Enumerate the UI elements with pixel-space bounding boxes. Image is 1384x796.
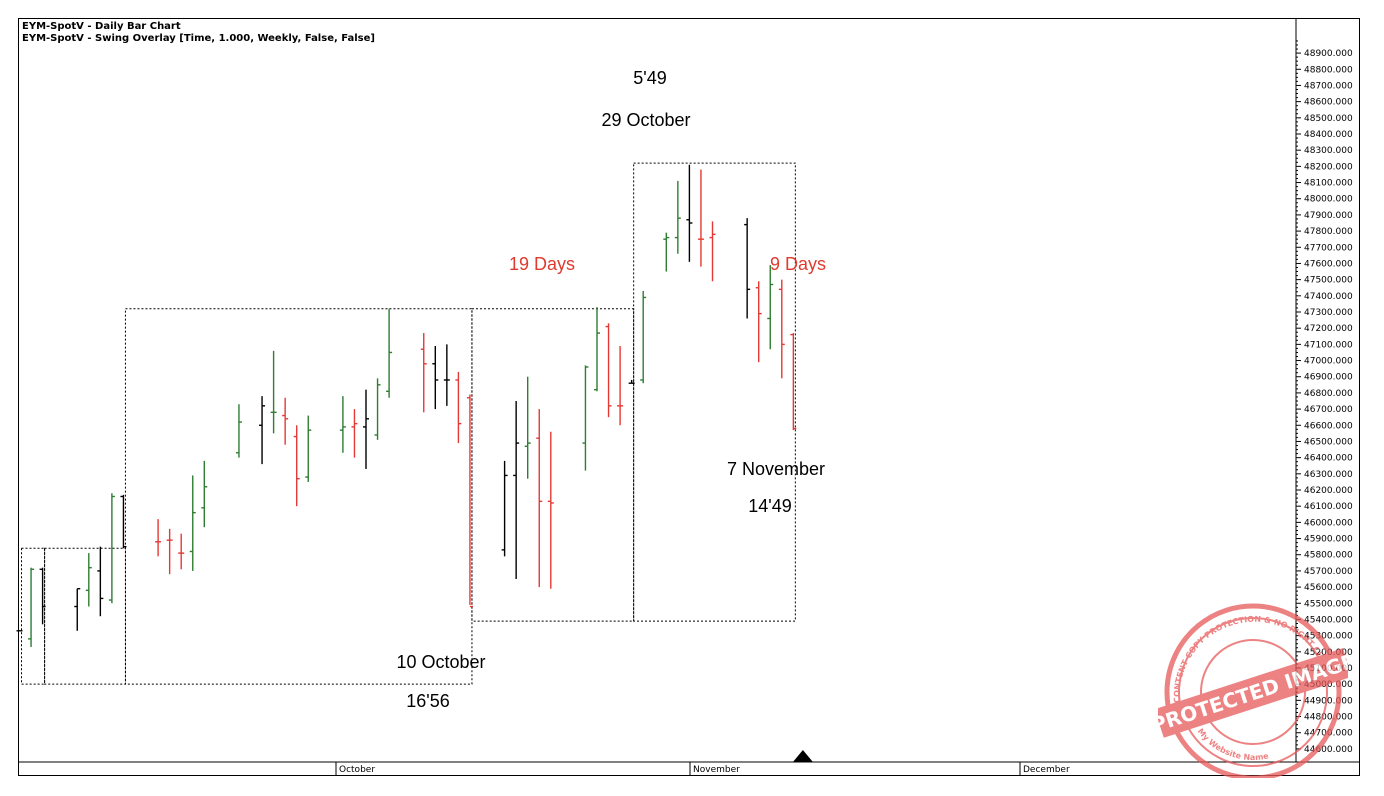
price-axis-label: 45600.000 [1304, 583, 1353, 593]
price-axis-label: 46100.000 [1304, 502, 1353, 512]
price-axis-label: 47100.000 [1304, 340, 1353, 350]
price-axis-label: 47200.000 [1304, 324, 1353, 334]
price-axis-label: 45200.000 [1304, 648, 1353, 658]
swing-box [44, 547, 126, 685]
price-axis-label: 46600.000 [1304, 421, 1353, 431]
price-axis-label: 48000.000 [1304, 195, 1353, 205]
annotation-left-count: 19 Days [508, 254, 576, 274]
annotation-top-time: 5'49 [633, 68, 667, 88]
price-axis-label: 46800.000 [1304, 389, 1353, 399]
current-bar-marker-icon [792, 750, 813, 762]
time-axis-label: December [1023, 765, 1070, 775]
price-axis-label: 48300.000 [1304, 146, 1353, 156]
annotation-low-date: 10 October [396, 652, 486, 672]
price-axis-label: 47900.000 [1304, 211, 1353, 221]
price-axis-label: 44900.000 [1304, 696, 1353, 706]
price-axis-label: 46400.000 [1304, 454, 1353, 464]
price-axis-label: 46900.000 [1304, 373, 1353, 383]
time-axis-label: November [693, 765, 740, 775]
annotation-top-date: 29 October [601, 110, 691, 130]
price-axis-label: 47700.000 [1304, 243, 1353, 253]
annotation-right-count: 9 Days [769, 254, 827, 274]
swing-box [633, 162, 796, 622]
price-axis-label: 46700.000 [1304, 405, 1353, 415]
price-axis-label: 45400.000 [1304, 615, 1353, 625]
annotation-right-time: 14'49 [748, 496, 792, 516]
price-axis-label: 45700.000 [1304, 567, 1353, 577]
price-axis-label: 47400.000 [1304, 292, 1353, 302]
annotation-right-date: 7 November [726, 459, 826, 479]
price-axis-label: 47500.000 [1304, 276, 1353, 286]
price-axis-label: 48100.000 [1304, 179, 1353, 189]
price-axis-label: 46200.000 [1304, 486, 1353, 496]
price-axis-label: 48400.000 [1304, 130, 1353, 140]
price-axis-label: 48900.000 [1304, 49, 1353, 59]
price-axis-label: 45900.000 [1304, 535, 1353, 545]
price-axis-label: 45100.000 [1304, 664, 1353, 674]
price-axis-label: 45800.000 [1304, 551, 1353, 561]
price-axis-label: 48200.000 [1304, 162, 1353, 172]
price-axis-label: 46300.000 [1304, 470, 1353, 480]
swing-box [124, 308, 473, 685]
price-axis-label: 47000.000 [1304, 357, 1353, 367]
price-axis-label: 47800.000 [1304, 227, 1353, 237]
price-axis-label: 48700.000 [1304, 81, 1353, 91]
price-axis-label: 45000.000 [1304, 680, 1353, 690]
time-axis-label: October [339, 765, 375, 775]
chart-frame [18, 18, 1360, 776]
price-axis-label: 48800.000 [1304, 65, 1353, 75]
price-axis-label: 47300.000 [1304, 308, 1353, 318]
swing-box [471, 308, 635, 622]
price-axis-label: 45300.000 [1304, 632, 1353, 642]
price-axis-label: 46500.000 [1304, 437, 1353, 447]
price-axis-label: 44600.000 [1304, 745, 1353, 755]
price-axis-label: 48500.000 [1304, 114, 1353, 124]
overlay-title: EYM-SpotV - Swing Overlay [Time, 1.000, … [22, 33, 375, 44]
price-axis-label: 44800.000 [1304, 713, 1353, 723]
price-axis-label: 44700.000 [1304, 729, 1353, 739]
price-axis-label: 47600.000 [1304, 259, 1353, 269]
annotation-low-time: 16'56 [406, 691, 450, 711]
chart-title: EYM-SpotV - Daily Bar Chart [22, 21, 181, 32]
price-axis-label: 46000.000 [1304, 518, 1353, 528]
price-axis-label: 48600.000 [1304, 98, 1353, 108]
price-axis-label: 45500.000 [1304, 599, 1353, 609]
